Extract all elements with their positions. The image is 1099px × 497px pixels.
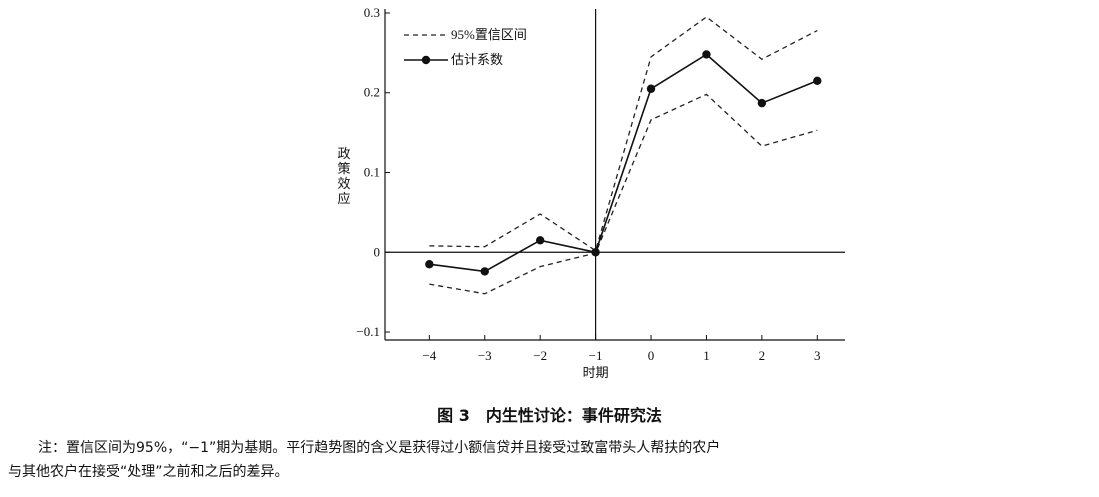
- y-tick-label: −0.1: [356, 324, 380, 339]
- y-tick-label: 0: [374, 244, 381, 259]
- legend-ci-label: 95%置信区间: [451, 27, 527, 42]
- legend-estimate-marker: [421, 55, 431, 65]
- x-tick-label: 1: [703, 348, 710, 363]
- x-tick-label: −3: [478, 348, 492, 363]
- x-tick-label: 2: [759, 348, 766, 363]
- estimate-point: [757, 98, 767, 108]
- estimate-point: [535, 236, 545, 245]
- estimate-line: [429, 53, 818, 273]
- figure-caption: 图 3 内生性讨论：事件研究法: [437, 406, 662, 425]
- x-tick-label: 0: [648, 348, 655, 363]
- y-axis-title-char: 政: [337, 146, 350, 161]
- estimate-point: [480, 267, 489, 276]
- note-line-2: 与其他农户在接受“处理”之前和之后的差异。: [8, 464, 289, 480]
- estimate-point: [702, 50, 711, 59]
- x-tick-label: −4: [422, 348, 436, 363]
- estimate-point: [813, 76, 822, 85]
- y-tick-label: 0.1: [364, 165, 380, 180]
- y-tick-label: 0.3: [364, 5, 380, 20]
- y-axis-title-char: 应: [337, 191, 350, 206]
- y-axis-title-char: 策: [337, 161, 350, 176]
- ci-lower-line: [429, 93, 818, 295]
- x-tick-label: −1: [589, 348, 603, 363]
- estimate-point: [646, 84, 656, 93]
- y-tick-label: 0.2: [364, 85, 380, 100]
- y-axis-title-char: 效: [337, 176, 350, 191]
- x-axis-title: 时期: [583, 365, 609, 380]
- x-tick-label: 3: [814, 348, 821, 363]
- ci-upper-line: [429, 16, 818, 252]
- x-tick-label: −2: [533, 348, 547, 363]
- note-line-1: 注：置信区间为95%，“−1”期为基期。平行趋势图的含义是获得过小额信贷并且接受…: [38, 440, 721, 456]
- estimate-point: [425, 260, 434, 269]
- estimate-point: [591, 248, 600, 257]
- figure-note: 注：置信区间为95%，“−1”期为基期。平行趋势图的含义是获得过小额信贷并且接受…: [8, 436, 1093, 484]
- legend-estimate-label: 估计系数: [451, 52, 503, 67]
